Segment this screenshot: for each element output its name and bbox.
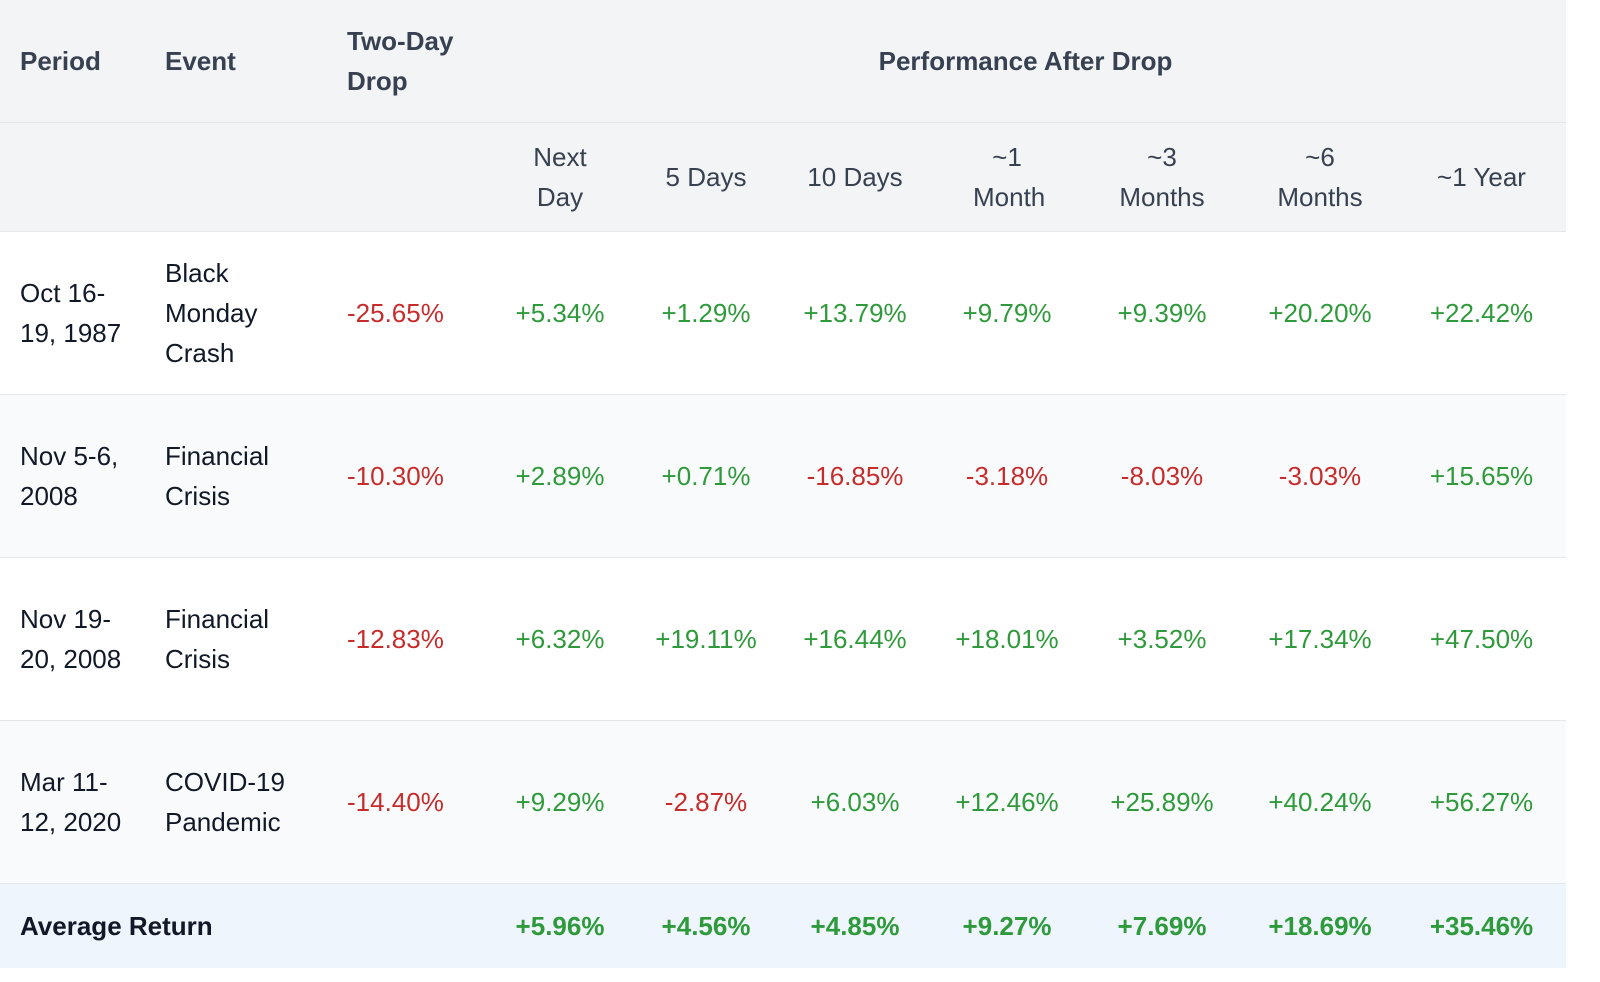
value-cell: +19.11% <box>635 557 777 721</box>
value-cell: +25.89% <box>1081 720 1243 884</box>
event-header: Event <box>145 0 327 123</box>
average-value: +9.27% <box>933 883 1081 968</box>
subcol-header: 5 Days <box>635 122 777 232</box>
average-value: +7.69% <box>1081 883 1243 968</box>
header-row: Period Event Two-Day Drop Performance Af… <box>0 0 1566 123</box>
average-value: +18.69% <box>1243 883 1397 968</box>
value-cell: -8.03% <box>1081 394 1243 558</box>
value-cell: +9.29% <box>485 720 635 884</box>
subcol-header: 10 Days <box>777 122 933 232</box>
value-cell: +15.65% <box>1397 394 1566 558</box>
average-row: Average Return +5.96% +4.56% +4.85% +9.27% +7… <box>0 883 1566 968</box>
subheader-row: Next Day 5 Days 10 Days ~1 Month ~3 Mont… <box>0 122 1566 232</box>
period-cell: Nov 19-20, 2008 <box>0 557 145 721</box>
value-cell: -3.18% <box>933 394 1081 558</box>
value-cell: -3.03% <box>1243 394 1397 558</box>
value-cell: +12.46% <box>933 720 1081 884</box>
subcol-header: ~3 Months <box>1081 122 1243 232</box>
value-cell: -2.87% <box>635 720 777 884</box>
value-cell: +5.34% <box>485 231 635 395</box>
value-cell: -16.85% <box>777 394 933 558</box>
drop-cell: -12.83% <box>327 557 485 721</box>
subcol-header: ~1 Month <box>933 122 1081 232</box>
event-cell: Financial Crisis <box>145 557 327 721</box>
subcol-header: Next Day <box>485 122 635 232</box>
average-value: +4.56% <box>635 883 777 968</box>
event-cell: Financial Crisis <box>145 394 327 558</box>
value-cell: +0.71% <box>635 394 777 558</box>
table-row: Nov 5-6, 2008 Financial Crisis -10.30% +2.8… <box>0 394 1566 558</box>
value-cell: +47.50% <box>1397 557 1566 721</box>
value-cell: +2.89% <box>485 394 635 558</box>
drop-cell: -25.65% <box>327 231 485 395</box>
drop-header: Two-Day Drop <box>327 0 485 123</box>
period-cell: Oct 16-19, 1987 <box>0 231 145 395</box>
value-cell: +20.20% <box>1243 231 1397 395</box>
value-cell: +40.24% <box>1243 720 1397 884</box>
event-cell: Black Monday Crash <box>145 231 327 395</box>
value-cell: +13.79% <box>777 231 933 395</box>
value-cell: +6.32% <box>485 557 635 721</box>
performance-header: Performance After Drop <box>485 0 1566 123</box>
period-header: Period <box>0 0 145 123</box>
value-cell: +1.29% <box>635 231 777 395</box>
average-value: +5.96% <box>485 883 635 968</box>
value-cell: +16.44% <box>777 557 933 721</box>
performance-table: Period Event Two-Day Drop Performance Af… <box>0 0 1566 968</box>
average-value: +35.46% <box>1397 883 1566 968</box>
table-row: Nov 19-20, 2008 Financial Crisis -12.83% +6… <box>0 557 1566 721</box>
value-cell: +18.01% <box>933 557 1081 721</box>
value-cell: +9.39% <box>1081 231 1243 395</box>
table-row: Mar 11-12, 2020 COVID-19 Pandemic -14.40% +… <box>0 720 1566 884</box>
drop-cell: -10.30% <box>327 394 485 558</box>
average-label: Average Return <box>0 883 485 968</box>
period-cell: Nov 5-6, 2008 <box>0 394 145 558</box>
value-cell: +56.27% <box>1397 720 1566 884</box>
value-cell: +17.34% <box>1243 557 1397 721</box>
drop-cell: -14.40% <box>327 720 485 884</box>
subcol-header: ~1 Year <box>1397 122 1566 232</box>
value-cell: +22.42% <box>1397 231 1566 395</box>
value-cell: +6.03% <box>777 720 933 884</box>
value-cell: +9.79% <box>933 231 1081 395</box>
table-row: Oct 16-19, 1987 Black Monday Crash -25.65%… <box>0 231 1566 395</box>
period-cell: Mar 11-12, 2020 <box>0 720 145 884</box>
value-cell: +3.52% <box>1081 557 1243 721</box>
subcol-header: ~6 Months <box>1243 122 1397 232</box>
event-cell: COVID-19 Pandemic <box>145 720 327 884</box>
average-value: +4.85% <box>777 883 933 968</box>
